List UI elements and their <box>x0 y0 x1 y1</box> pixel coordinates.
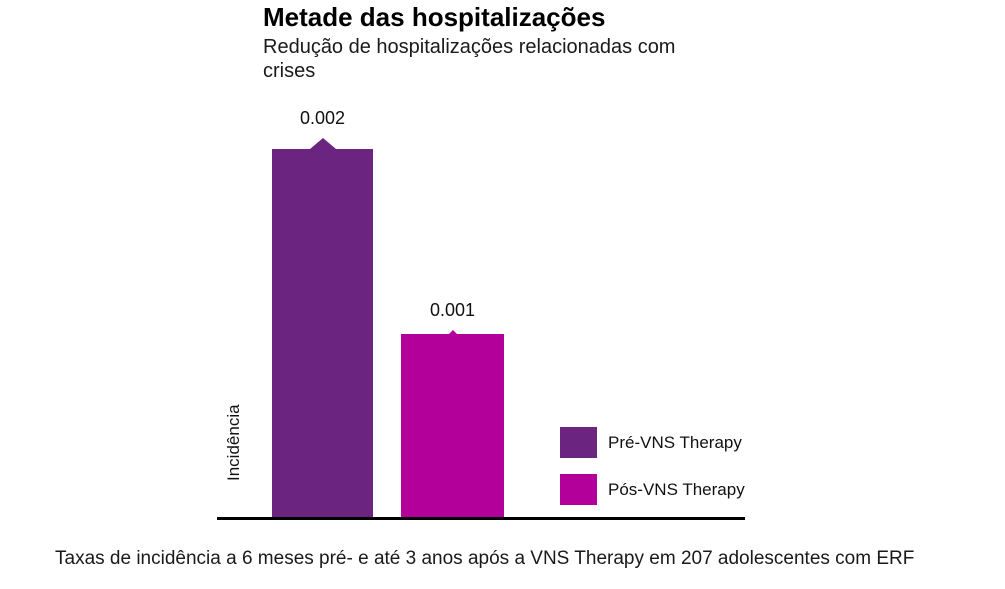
chart-title: Metade das hospitalizações <box>263 2 606 32</box>
bar-cap-triangle <box>309 138 336 149</box>
legend-label: Pós-VNS Therapy <box>608 479 745 499</box>
chart-footer-caption: Taxas de incidência a 6 meses pré- e até… <box>55 548 915 569</box>
bar-rect <box>401 334 504 519</box>
legend-label: Pré-VNS Therapy <box>608 432 742 452</box>
legend-item-pre-vns: Pré-VNS Therapy <box>560 427 745 458</box>
legend-item-pos-vns: Pós-VNS Therapy <box>560 474 745 505</box>
y-axis-label: Incidência <box>224 404 243 481</box>
legend-swatch-pos-vns <box>560 474 597 505</box>
chart-subtitle: Redução de hospitalizações relacionadas … <box>263 36 676 82</box>
bar-cap-triangle <box>448 330 457 334</box>
bar-pre-vns: 0.002 <box>272 108 373 519</box>
bar-pos-vns: 0.001 <box>401 300 504 519</box>
legend: Pré-VNS Therapy Pós-VNS Therapy <box>560 427 745 505</box>
bar-value-label: 0.001 <box>429 300 476 320</box>
bar-value-label: 0.002 <box>299 108 346 128</box>
bar-rect <box>272 149 373 519</box>
legend-swatch-pre-vns <box>560 427 597 458</box>
x-axis-baseline <box>217 517 745 520</box>
